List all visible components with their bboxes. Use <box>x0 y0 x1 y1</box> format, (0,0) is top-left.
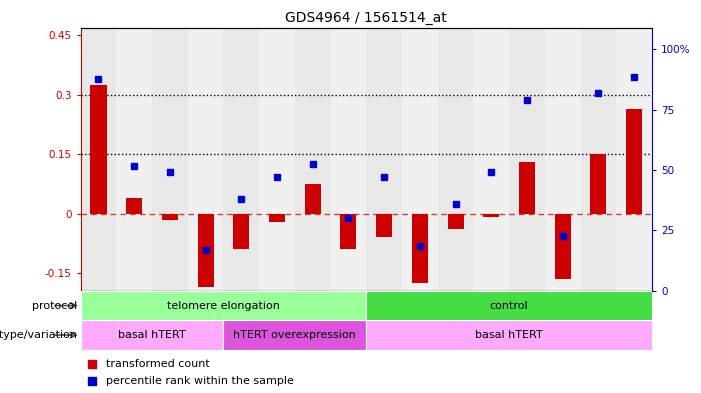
Text: basal hTERT: basal hTERT <box>118 330 186 340</box>
Bar <box>402 28 437 291</box>
Text: genotype/variation: genotype/variation <box>0 330 77 340</box>
Bar <box>259 28 295 291</box>
Bar <box>198 214 214 287</box>
Bar <box>616 28 652 291</box>
Bar <box>341 214 356 249</box>
Bar <box>269 214 285 222</box>
Text: control: control <box>490 301 529 310</box>
Title: GDS4964 / 1561514_at: GDS4964 / 1561514_at <box>285 11 447 25</box>
Bar <box>580 28 616 291</box>
Bar <box>81 320 224 350</box>
Text: percentile rank within the sample: percentile rank within the sample <box>107 376 294 386</box>
Bar <box>81 28 116 291</box>
Bar <box>116 28 152 291</box>
Bar <box>447 214 463 230</box>
Bar <box>367 28 402 291</box>
Bar <box>411 214 428 283</box>
Bar <box>188 28 224 291</box>
Bar <box>519 162 535 214</box>
Bar <box>376 214 392 237</box>
Bar <box>295 28 331 291</box>
Bar <box>590 154 606 214</box>
Bar <box>509 28 545 291</box>
Bar <box>152 28 188 291</box>
Bar <box>224 320 367 350</box>
Bar <box>162 214 178 220</box>
Text: hTERT overexpression: hTERT overexpression <box>233 330 356 340</box>
Bar <box>305 184 321 214</box>
Bar <box>233 214 250 249</box>
Text: transformed count: transformed count <box>107 358 210 369</box>
Bar <box>554 214 571 279</box>
Bar <box>224 28 259 291</box>
Bar <box>90 85 107 214</box>
Bar <box>626 109 642 214</box>
Bar <box>367 320 652 350</box>
Bar <box>483 214 499 217</box>
Bar <box>331 28 367 291</box>
Bar <box>126 198 142 214</box>
Bar <box>81 291 367 320</box>
Text: protocol: protocol <box>32 301 77 310</box>
Bar <box>367 291 652 320</box>
Bar <box>473 28 509 291</box>
Bar <box>545 28 580 291</box>
Text: telomere elongation: telomere elongation <box>167 301 280 310</box>
Text: basal hTERT: basal hTERT <box>475 330 543 340</box>
Bar <box>437 28 473 291</box>
